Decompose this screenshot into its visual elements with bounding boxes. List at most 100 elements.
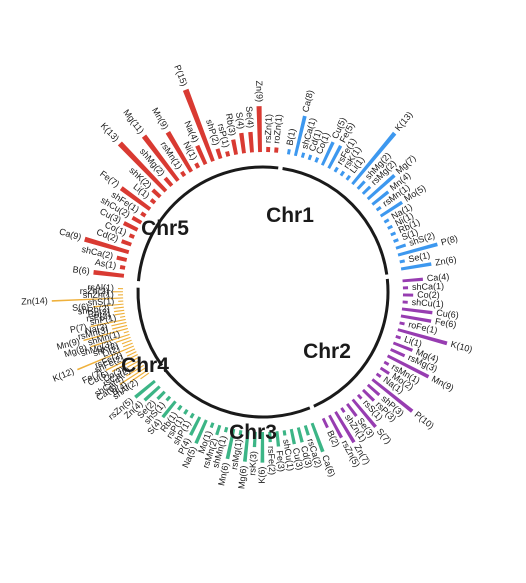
qtl-bar-chr1-shcu2 — [131, 215, 143, 225]
qtl-bar-chr5-shmg3 — [115, 336, 131, 343]
qtl-bar-label: shRb(2) — [77, 303, 110, 316]
qtl-bar-label: shCa(1) — [412, 281, 444, 292]
chr1-label: Chr1 — [266, 204, 314, 227]
qtl-bar-chr2-li1 — [345, 174, 352, 181]
qtl-bar-chr5-rsca2 — [133, 362, 143, 369]
qtl-bar-label: Rb(3) — [224, 113, 238, 137]
qtl-bar-chr2-p8 — [397, 242, 438, 257]
qtl-bar-chr2-mn4 — [371, 190, 390, 206]
qtl-bar-chr4-rsk3 — [252, 431, 257, 448]
qtl-bar-chr4-ca6 — [310, 422, 325, 453]
qtl-bar-label: shCu(1) — [281, 439, 296, 472]
qtl-bar-label: Na(3) — [84, 321, 108, 336]
qtl-bar-chr1-co1 — [128, 233, 135, 239]
qtl-bar-chr5-shk2 — [121, 339, 132, 345]
qtl-bar-chr4-shcu1 — [282, 430, 287, 436]
qtl-bar-chr2-rsk1 — [339, 170, 346, 177]
chr2-label: Chr2 — [303, 340, 351, 363]
chromosome-arc-chr1 — [136, 165, 279, 282]
qtl-bar-label: P(7) — [69, 322, 88, 335]
qtl-bar-label: shCu(1) — [411, 297, 444, 309]
qtl-bar-chr3-shcu1 — [402, 300, 408, 304]
qtl-bar-chr1-zn9 — [256, 106, 262, 153]
qtl-bar-label: S(6) — [72, 301, 90, 312]
qtl-bar-chr5-rsmn3 — [112, 324, 128, 330]
qtl-bar-label: S(7) — [375, 426, 394, 445]
qtl-bar-chr4-shs1 — [165, 395, 172, 402]
qtl-bar-chr4-rsp1 — [183, 408, 189, 415]
qtl-bar-label: Fe(6) — [434, 316, 457, 330]
qtl-bar-chr5-rsp2 — [114, 312, 125, 316]
qtl-bar-chr1-rsp1 — [225, 150, 231, 157]
qtl-bar-label: rsFe(2) — [266, 446, 277, 475]
qtl-bar-chr5-shmn1 — [123, 330, 129, 334]
qtl-bar-chr3-se3 — [346, 403, 358, 418]
qtl-bar-chr3-cu6 — [401, 307, 433, 315]
qtl-bar-chr1-rsmn1 — [180, 170, 187, 178]
qtl-bar-label: rsZn(1) — [263, 114, 274, 143]
qtl-bar-chr1-rozn1 — [274, 147, 279, 153]
qtl-bar-chr3-rsmg3 — [390, 348, 406, 358]
qtl-bar-chr5-zn14 — [51, 297, 124, 302]
qtl-bar-chr1-na4 — [195, 144, 208, 166]
qtl-bar-chr2-na1 — [383, 218, 390, 224]
qtl-bar-chr1-shk2 — [151, 188, 162, 199]
qtl-bar-chr5-li2 — [122, 342, 133, 348]
qtl-bar-chr3-mo2 — [379, 366, 390, 375]
qtl-bar-chr2-s1 — [393, 238, 399, 243]
qtl-bar-chr4-mo1 — [209, 422, 215, 429]
qtl-bar-chr1-ni1 — [194, 162, 201, 169]
qtl-bar-chr1-cu3 — [122, 221, 139, 232]
qtl-bar-chr5-shca4 — [126, 364, 145, 377]
qtl-bar-chr1-shfe1 — [140, 211, 147, 218]
qtl-bar-label: shS(1) — [87, 296, 114, 308]
qtl-bar-chr5-mg8 — [90, 333, 130, 348]
qtl-bar-chr3-rsmn1 — [383, 360, 390, 366]
qtl-bar-chr4-cu3 — [289, 428, 296, 445]
chromosome-arc-chr2 — [282, 167, 389, 275]
qtl-bar-label: Zn(14) — [21, 295, 48, 306]
qtl-bar-chr1-mg11 — [141, 134, 180, 182]
qtl-bar-chr4-rsmn2 — [215, 424, 222, 436]
qtl-bar-label: rsAl(1) — [87, 282, 114, 293]
qtl-bar-chr5-co3 — [126, 359, 141, 368]
qtl-bar-chr2-rsmg2 — [361, 185, 372, 195]
qtl-bar-chr2-k13 — [351, 131, 397, 186]
qtl-bar-chr2-se1 — [399, 259, 406, 264]
qtl-bar-chr2-rsfe1 — [333, 166, 339, 173]
qtl-bar-chr3-zn7 — [334, 411, 356, 444]
qtl-bar-label: Mn(9) — [150, 106, 171, 131]
qtl-bar-label: rsZn(2) — [80, 286, 109, 296]
qtl-bar-label: B(6) — [72, 264, 90, 276]
qtl-bar-chr1-k13 — [117, 141, 168, 193]
chromosome-arc-chr3 — [313, 278, 390, 408]
qtl-bar-label: Mg(6) — [236, 465, 248, 489]
qtl-bar-label: K(10) — [450, 339, 474, 355]
qtl-bar-chr5-rb2 — [114, 309, 125, 313]
qtl-bar-chr5-rsal1 — [117, 287, 124, 290]
qtl-bar-chr5-shfe2 — [126, 351, 137, 357]
qtl-bar-label: shP(1) — [89, 312, 117, 326]
qtl-bar-chr5-k12 — [77, 345, 135, 371]
qtl-bar-chr4-rszn5 — [134, 379, 156, 399]
qtl-bar-chr2-mg7 — [366, 174, 396, 201]
qtl-bar-chr1-li1 — [149, 198, 157, 205]
qtl-bar-chr5-fe7 — [105, 353, 138, 372]
qtl-bar-chr5-ca6 — [119, 367, 146, 386]
qtl-bar-chr5-shp1 — [120, 315, 126, 318]
qtl-bar-chr3-shca1 — [402, 286, 409, 290]
qtl-bar-label: K(12) — [51, 366, 75, 384]
chr5-label: Chr5 — [141, 217, 189, 240]
qtl-bar-label: Se(4) — [244, 106, 256, 129]
qtl-bar-label: B(1) — [285, 128, 298, 147]
qtl-bar-chr5-shzn1 — [117, 294, 124, 296]
qtl-bar-chr4-rsca2 — [303, 425, 310, 436]
qtl-bar-chr5-shs1 — [118, 300, 124, 302]
qtl-bar-chr1-as1 — [119, 265, 126, 270]
qtl-bar-chr4-mn6 — [225, 428, 236, 460]
qtl-bar-label: K(13) — [393, 110, 415, 133]
qtl-bar-chr1-shmg2 — [163, 176, 174, 188]
qtl-bar-label: Mn(6) — [216, 462, 231, 487]
qtl-bar-label: Mg(11) — [121, 107, 146, 135]
